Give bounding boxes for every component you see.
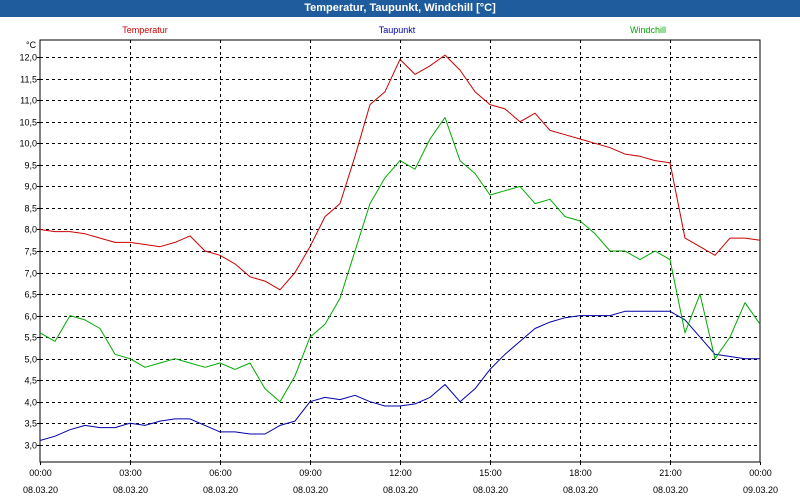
y-tick-label: 4,5 [24, 376, 37, 386]
series-line-taupunkt [39, 310, 760, 441]
y-axis-label: °C [26, 40, 37, 50]
x-tick-date: 09.03.20 [743, 485, 778, 495]
y-tick-label: 4,0 [24, 398, 37, 408]
y-tick-label: 9,5 [24, 161, 37, 171]
axes: 3,0 3,5 4,0 4,5 5,0 5,5 6,0 6,5 7,0 7,5 8,0 8,5 9,0 9… [19, 39, 778, 495]
y-tick-label: 8,5 [24, 204, 37, 214]
series-lines [39, 54, 761, 441]
x-tick-date: 08.03.20 [113, 485, 148, 495]
series-line-temperatur [39, 54, 761, 291]
legend-item-taupunkt: Taupunkt [379, 25, 416, 35]
y-tick-label: 5,0 [24, 355, 37, 365]
legend-item-windchill: Windchill [630, 25, 666, 35]
y-tick-label: 11,0 [20, 96, 37, 106]
x-tick-time: 18:00 [569, 468, 592, 478]
y-tick-label: 10,0 [19, 139, 37, 149]
series-line-windchill [39, 117, 761, 403]
x-tick-date: 08.03.20 [23, 485, 58, 495]
grid [40, 40, 760, 462]
x-tick-time: 00:00 [29, 468, 52, 478]
y-tick-label: 8,0 [24, 225, 37, 235]
x-tick-time: 06:00 [209, 468, 232, 478]
x-tick-date: 08.03.20 [203, 485, 238, 495]
y-tick-label: 9,0 [24, 182, 37, 192]
y-tick-label: 10,5 [19, 118, 37, 128]
x-tick-date: 08.03.20 [563, 485, 598, 495]
x-tick-time: 00:00 [749, 468, 772, 478]
x-tick-date: 08.03.20 [293, 485, 328, 495]
y-tick-label: 6,0 [24, 312, 37, 322]
x-tick-time: 03:00 [119, 468, 142, 478]
legend-item-temperatur: Temperatur [122, 25, 168, 35]
x-tick-date: 08.03.20 [473, 485, 508, 495]
y-tick-label: 5,5 [24, 333, 37, 343]
legend: Temperatur Taupunkt Windchill [122, 25, 666, 35]
x-tick-time: 21:00 [659, 468, 682, 478]
y-tick-label: 3,0 [24, 441, 37, 451]
x-tick-date: 08.03.20 [653, 485, 688, 495]
y-tick-label: 7,5 [24, 247, 37, 257]
y-tick-label: 12,0 [19, 53, 37, 63]
window-title: Temperatur, Taupunkt, Windchill [°C] [0, 0, 800, 17]
y-tick-label: 11,5 [20, 75, 37, 85]
y-tick-label: 6,5 [24, 290, 37, 300]
x-tick-time: 12:00 [389, 468, 412, 478]
x-tick-time: 15:00 [479, 468, 502, 478]
x-tick-time: 09:00 [299, 468, 322, 478]
y-tick-label: 7,0 [24, 269, 37, 279]
y-tick-label: 3,5 [24, 419, 37, 429]
x-tick-date: 08.03.20 [383, 485, 418, 495]
